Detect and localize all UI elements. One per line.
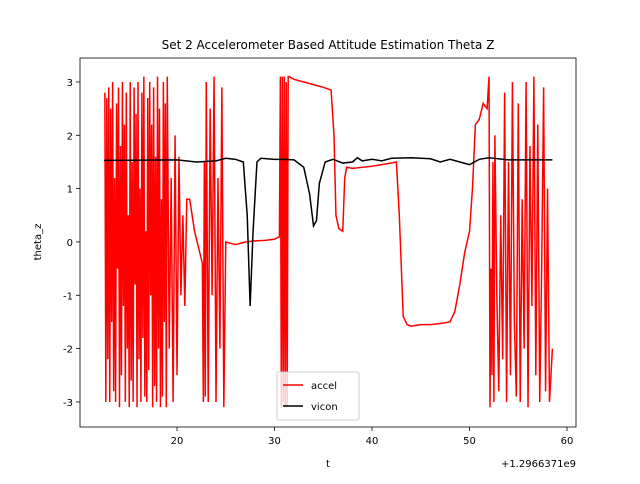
y-tick-label: 1 — [67, 185, 73, 196]
x-tick-label: 50 — [463, 436, 476, 447]
x-tick-label: 30 — [268, 436, 281, 447]
y-tick-label: -1 — [63, 291, 73, 302]
y-tick-label: 0 — [67, 238, 73, 249]
x-tick-label: 40 — [366, 436, 379, 447]
x-tick-label: 20 — [171, 436, 184, 447]
x-offset-label: +1.2966371e9 — [501, 459, 576, 470]
y-tick-label: 3 — [67, 78, 73, 89]
legend-label: accel — [311, 381, 337, 392]
chart-title: Set 2 Accelerometer Based Attitude Estim… — [162, 38, 495, 52]
y-axis-label: theta_z — [33, 224, 44, 261]
y-tick-label: 2 — [67, 131, 73, 142]
legend-box — [276, 371, 360, 421]
series-line — [104, 75, 554, 408]
x-tick-label: 60 — [561, 436, 574, 447]
plot-frame — [79, 57, 577, 428]
x-axis-label: t — [326, 459, 330, 470]
y-tick-label: -3 — [63, 398, 73, 409]
series-line — [103, 156, 553, 306]
legend-label: vicon — [311, 402, 338, 413]
y-tick-label: -2 — [63, 345, 73, 356]
